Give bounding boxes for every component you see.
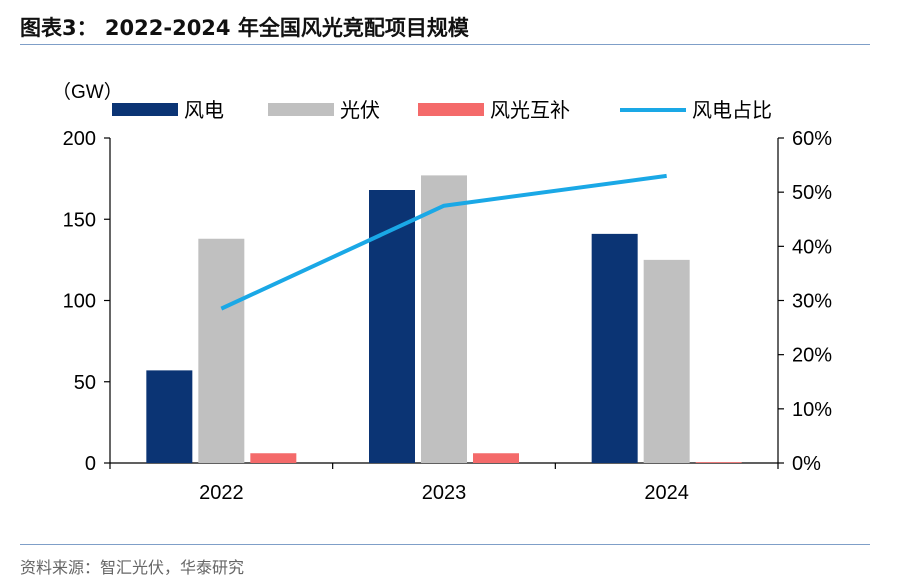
legend-label: 风光互补 — [490, 99, 570, 122]
y-right-tick-label: 60% — [792, 128, 832, 150]
legend-item: 风电 — [112, 99, 224, 122]
bar-2023 — [473, 453, 519, 463]
legend-label: 光伏 — [340, 99, 380, 122]
y-right-tick-label: 20% — [792, 345, 832, 367]
bar-2022 — [198, 238, 245, 463]
title-divider — [20, 44, 870, 45]
x-tick-label: 2024 — [644, 482, 689, 504]
y-right-tick-label: 40% — [792, 236, 832, 258]
footer-divider — [20, 544, 870, 545]
bar-2022 — [146, 370, 193, 463]
bar-2024 — [591, 233, 638, 463]
legend: 风电 光伏 风光互补 风电占比 — [112, 99, 772, 122]
legend-swatch — [418, 103, 484, 116]
source-note: 资料来源：智汇光伏，华泰研究 — [20, 558, 245, 577]
legend-label: 风电占比 — [692, 99, 772, 122]
legend-swatch — [268, 103, 334, 116]
y-left-tick-label: 200 — [63, 128, 96, 150]
bar-series — [146, 175, 742, 463]
axes: 0 50 100 150 200 0% 10% 20% 30% 40% 50% 60% 2022 2023… — [52, 81, 832, 504]
y-left-tick-label: 150 — [63, 209, 96, 231]
y-axis-unit-label: （GW） — [52, 81, 123, 103]
chart-title: 图表3： 2022-2024 年全国风光竞配项目规模 — [20, 16, 469, 40]
bar-2024 — [643, 259, 690, 463]
bar-2024 — [695, 462, 742, 463]
y-right-tick-label: 0% — [792, 453, 821, 475]
legend-item: 风电占比 — [620, 99, 772, 122]
bar-2022 — [250, 453, 297, 463]
x-tick-label: 2022 — [199, 482, 244, 504]
y-left-tick-label: 100 — [63, 291, 96, 313]
y-right-tick-label: 30% — [792, 291, 832, 313]
y-right-tick-label: 10% — [792, 399, 832, 421]
line-series — [220, 173, 667, 311]
legend-swatch — [112, 103, 178, 116]
legend-item: 光伏 — [268, 99, 380, 122]
legend-label: 风电 — [184, 99, 224, 122]
chart-canvas: 风电 光伏 风光互补 风电占比 0 50 100 150 200 0% 10% 20% 30% 40% 5… — [52, 81, 832, 504]
legend-item: 风光互补 — [418, 99, 570, 122]
y-left-tick-label: 50 — [74, 372, 96, 394]
y-right-tick-label: 50% — [792, 182, 832, 204]
x-tick-label: 2023 — [422, 482, 467, 504]
y-left-tick-label: 0 — [85, 453, 96, 475]
bar-2023 — [421, 175, 467, 463]
